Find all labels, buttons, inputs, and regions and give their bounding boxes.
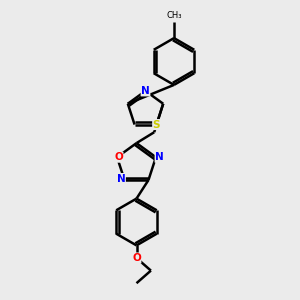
Text: N: N — [155, 152, 164, 162]
Text: N: N — [141, 86, 150, 96]
Text: N: N — [116, 173, 125, 184]
Text: O: O — [114, 152, 123, 162]
Text: CH₃: CH₃ — [166, 11, 182, 20]
Text: O: O — [132, 253, 141, 263]
Text: S: S — [153, 119, 160, 130]
